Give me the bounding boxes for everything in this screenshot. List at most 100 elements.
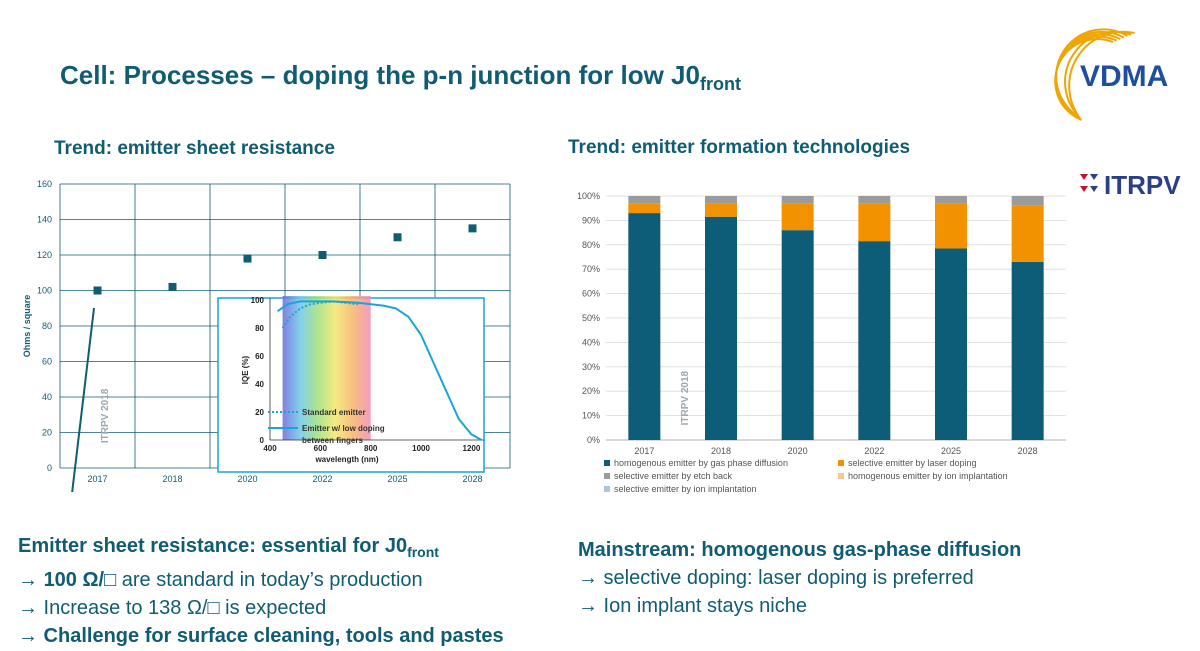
- inset-y-tick-label: 100: [251, 296, 265, 305]
- inset-x-tick-label: 1200: [463, 444, 481, 453]
- slide-title-subscript: front: [699, 74, 741, 94]
- inset-x-tick-label: 600: [314, 444, 328, 453]
- left-body-line-2-bold: 100 Ω/□: [43, 569, 117, 591]
- inset-legend-label: between fingers: [302, 436, 363, 445]
- slide-title: Cell: Processes – doping the p-n junctio…: [60, 60, 741, 95]
- right-x-tick-label: 2028: [1018, 446, 1038, 456]
- inset-x-axis-label: wavelength (nm): [314, 455, 378, 464]
- left-data-point: [168, 282, 177, 291]
- legend-label: selective emitter by etch back: [614, 471, 733, 481]
- right-x-tick-label: 2018: [711, 446, 731, 456]
- right-chart-watermark: ITRPV 2018: [680, 370, 691, 425]
- itrpv-logo: ITRPV: [1080, 170, 1181, 200]
- stacked-bar-segment: [705, 196, 737, 204]
- inset-series-low-doping-emitter: [277, 300, 482, 441]
- right-y-tick-label: 20%: [582, 386, 600, 396]
- legend-swatch: [604, 460, 610, 466]
- left-body-line-4: → Challenge for surface cleaning, tools …: [18, 625, 504, 647]
- left-y-tick-label: 20: [42, 428, 52, 438]
- left-y-tick-label: 60: [42, 357, 52, 367]
- left-chart-y-axis-label: Ohms / square: [22, 295, 32, 358]
- stacked-bar-segment: [858, 241, 891, 440]
- left-chart-x-tick-labels: 2017 2018 2020 2022 2025 2028: [87, 474, 482, 484]
- right-y-tick-label: 60%: [582, 289, 600, 299]
- left-x-tick-label: 2022: [312, 474, 332, 484]
- legend-label: homogenous emitter by gas phase diffusio…: [614, 458, 788, 468]
- stacked-bar-segment: [858, 196, 891, 204]
- stacked-bar-segment: [781, 230, 814, 440]
- itrpv-emblem-icon: [1080, 174, 1098, 192]
- right-chart-grid: [606, 195, 1066, 441]
- inset-x-tick-label: 1000: [412, 444, 430, 453]
- stacked-bar-segment: [705, 216, 737, 440]
- inset-y-tick-label: 60: [255, 352, 264, 361]
- stacked-bar-segment: [705, 203, 737, 217]
- legend-swatch: [604, 486, 610, 492]
- left-data-point: [468, 224, 477, 233]
- callout-line: [71, 307, 95, 492]
- iqe-inset-chart: 0 20 40 60 80 100 400 600 800 1000 1200 wavelength …: [217, 296, 485, 473]
- right-y-tick-label: 40%: [582, 337, 600, 347]
- inset-y-tick-label: 20: [255, 408, 264, 417]
- right-chart-x-tick-labels: 2017 2018 2020 2022 2025 2028: [634, 446, 1037, 456]
- left-x-tick-label: 2025: [387, 474, 407, 484]
- right-body-line-3: → Ion implant stays niche: [578, 595, 807, 617]
- left-y-tick-label: 160: [37, 179, 52, 189]
- left-body-line-1: Emitter sheet resistance: essential for …: [18, 532, 578, 566]
- right-chart-legend: homogenous emitter by gas phase diffusio…: [604, 458, 1008, 494]
- right-x-tick-label: 2022: [864, 446, 884, 456]
- left-chart-watermark: ITRPV 2018: [100, 388, 111, 443]
- left-data-point: [318, 251, 327, 259]
- stacked-bar-segment: [935, 196, 967, 204]
- right-x-tick-label: 2020: [788, 446, 808, 456]
- vdma-arc-icon: [1055, 28, 1128, 118]
- stacked-bar-segment: [781, 203, 814, 231]
- right-body-line-1: Mainstream: homogenous gas-phase diffusi…: [578, 539, 1022, 561]
- right-y-tick-label: 10%: [582, 411, 600, 421]
- itrpv-emblem-piece-icon: [1090, 174, 1098, 180]
- stacked-bar-segment: [628, 203, 661, 214]
- vdma-arcs-icon: [1054, 28, 1135, 121]
- left-y-tick-label: 120: [37, 250, 52, 260]
- inset-legend-label: Standard emitter: [302, 408, 366, 417]
- inset-x-tick-label: 400: [263, 444, 277, 453]
- inset-y-tick-label: 80: [255, 324, 264, 333]
- stacked-bar-segment: [628, 196, 661, 204]
- inset-y-tick-label: 0: [260, 436, 265, 445]
- vdma-logo: VDMA: [1054, 28, 1168, 121]
- left-y-tick-label: 0: [47, 463, 52, 473]
- legend-swatch: [838, 460, 844, 466]
- legend-label: selective emitter by laser doping: [848, 458, 977, 468]
- right-y-tick-label: 30%: [582, 362, 600, 372]
- stacked-bar-segment: [935, 248, 967, 440]
- left-data-point: [393, 233, 402, 242]
- left-x-tick-label: 2017: [87, 474, 107, 484]
- itrpv-emblem-piece-icon: [1080, 174, 1088, 180]
- right-chart-bars: [628, 196, 1044, 440]
- legend-swatch: [838, 473, 844, 479]
- vdma-logo-text: VDMA: [1080, 60, 1168, 93]
- stacked-bar-segment: [935, 203, 967, 249]
- itrpv-logo-text: ITRPV: [1104, 170, 1181, 200]
- arrow-icon: →: [18, 569, 38, 591]
- inset-legend-label: Emitter w/ low doping: [302, 424, 385, 433]
- right-chart-y-tick-labels: 0% 10% 20% 30% 40% 50% 60% 70% 80% 90% 100%: [577, 191, 600, 445]
- left-x-tick-label: 2020: [237, 474, 257, 484]
- right-body-line-2: → selective doping: laser doping is pref…: [578, 567, 974, 589]
- inset-y-tick-label: 40: [255, 380, 264, 389]
- right-section-heading: Trend: emitter formation technologies: [568, 137, 911, 158]
- left-x-tick-label: 2018: [162, 474, 182, 484]
- stacked-bar-segment: [628, 213, 661, 440]
- stacked-bar-segment: [1011, 261, 1044, 440]
- vdma-arc-icon: [1068, 30, 1135, 116]
- right-y-tick-label: 100%: [577, 191, 600, 201]
- right-y-tick-label: 70%: [582, 264, 600, 274]
- itrpv-emblem-piece-icon: [1080, 186, 1088, 192]
- stacked-bar-segment: [858, 203, 891, 242]
- stacked-bar-segment: [1011, 205, 1044, 262]
- left-y-tick-label: 100: [37, 286, 52, 296]
- visible-spectrum-band: [282, 296, 371, 440]
- right-y-tick-label: 0%: [587, 435, 600, 445]
- inset-y-axis-label: IQE (%): [241, 355, 250, 384]
